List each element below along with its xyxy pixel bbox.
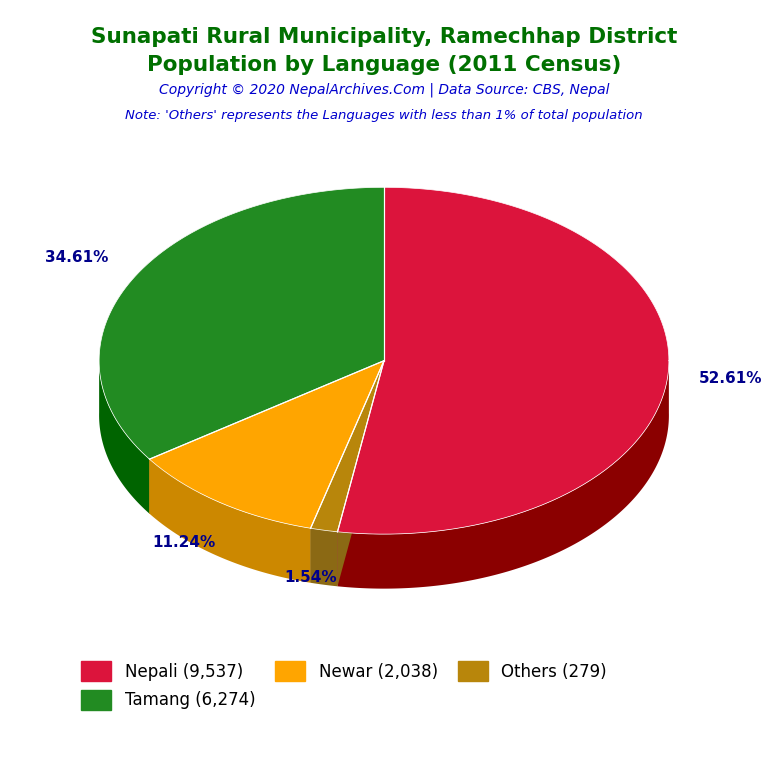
Text: Population by Language (2011 Census): Population by Language (2011 Census) — [147, 55, 621, 75]
Text: 52.61%: 52.61% — [699, 372, 762, 386]
Polygon shape — [310, 361, 384, 583]
Polygon shape — [337, 358, 669, 588]
Polygon shape — [310, 361, 384, 531]
Polygon shape — [310, 361, 384, 583]
Polygon shape — [150, 459, 310, 583]
Polygon shape — [99, 358, 150, 514]
Polygon shape — [150, 361, 384, 514]
Polygon shape — [150, 361, 384, 528]
Text: Note: 'Others' represents the Languages with less than 1% of total population: Note: 'Others' represents the Languages … — [125, 109, 643, 122]
Polygon shape — [337, 187, 669, 534]
Polygon shape — [337, 361, 384, 586]
Text: Sunapati Rural Municipality, Ramechhap District: Sunapati Rural Municipality, Ramechhap D… — [91, 27, 677, 47]
Polygon shape — [337, 361, 384, 586]
Text: 34.61%: 34.61% — [45, 250, 108, 265]
Text: 1.54%: 1.54% — [284, 570, 337, 585]
Polygon shape — [99, 187, 384, 459]
Text: 11.24%: 11.24% — [152, 535, 215, 550]
Text: Copyright © 2020 NepalArchives.Com | Data Source: CBS, Nepal: Copyright © 2020 NepalArchives.Com | Dat… — [159, 82, 609, 97]
Polygon shape — [150, 361, 384, 514]
Legend: Nepali (9,537), Tamang (6,274), Newar (2,038), Others (279): Nepali (9,537), Tamang (6,274), Newar (2… — [81, 661, 607, 710]
Polygon shape — [310, 528, 337, 586]
